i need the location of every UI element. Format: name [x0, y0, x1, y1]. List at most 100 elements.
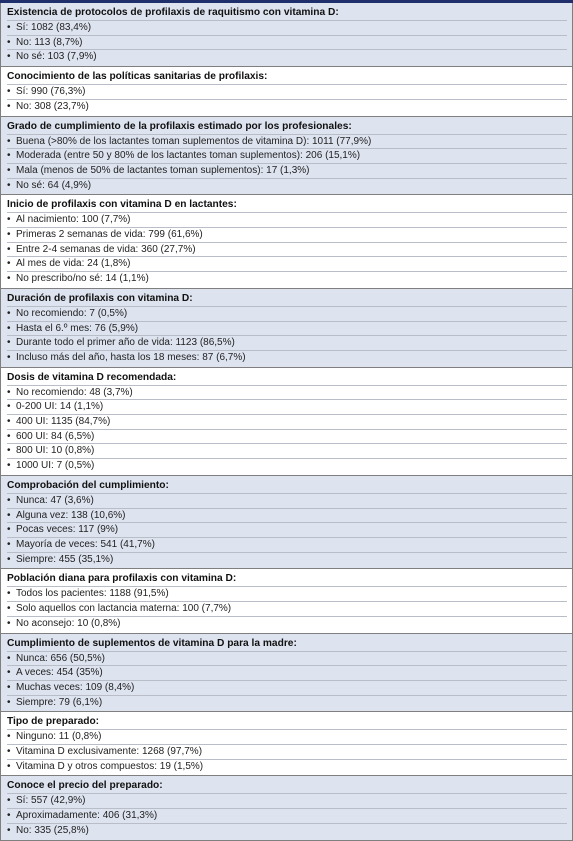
list-item: • Siempre: 79 (6,1%) — [7, 694, 567, 710]
list-item: • Vitamina D exclusivamente: 1268 (97,7%) — [7, 744, 567, 759]
list-item-text: Al mes de vida: 24 (1,8%) — [16, 258, 131, 270]
bullet-icon: • — [7, 322, 11, 334]
bullet-icon: • — [7, 229, 11, 241]
bullet-icon: • — [7, 494, 11, 506]
section-title: Conocimiento de las políticas sanitarias… — [7, 71, 268, 83]
list-item: • 1000 UI: 7 (0,5%) — [7, 458, 567, 473]
list-item-text: Ninguno: 11 (0,8%) — [16, 731, 102, 743]
bullet-icon: • — [7, 795, 11, 807]
table-top-rule — [0, 0, 573, 3]
list-item-text: No sé: 64 (4,9%) — [16, 179, 92, 191]
list-item-text: Todos los pacientes: 1188 (91,5%) — [16, 588, 169, 600]
table-section: Comprobación del cumplimiento: • Nunca: 47… — [0, 475, 573, 570]
section-title: Tipo de preparado: — [7, 716, 100, 728]
list-item: • Incluso más del año, hasta los 18 meses… — [7, 349, 567, 365]
list-item: • A veces: 454 (35%) — [7, 665, 567, 680]
table-section: Conoce el precio del preparado: • Sí: 557 … — [0, 776, 573, 841]
list-item-text: No prescribo/no sé: 14 (1,1%) — [16, 273, 149, 285]
bullet-icon: • — [7, 258, 11, 270]
list-item-text: Buena (>80% de los lactantes toman suple… — [16, 135, 372, 147]
list-item-text: No: 308 (23,7%) — [16, 100, 89, 112]
table-section: Existencia de protocolos de profilaxis d… — [0, 3, 573, 68]
table-section: Grado de cumplimiento de la profilaxis e… — [0, 116, 573, 196]
list-item: • Al nacimiento: 100 (7,7%) — [7, 212, 567, 227]
list-item: • Buena (>80% de los lactantes toman supl… — [7, 133, 567, 149]
bullet-icon: • — [7, 588, 11, 600]
list-item-text: Mayoría de veces: 541 (41,7%) — [16, 538, 155, 550]
list-item: • Alguna vez: 138 (10,6%) — [7, 507, 567, 523]
table-section: Inicio de profilaxis con vitamina D en l… — [0, 195, 573, 289]
list-item: • No recomiendo: 7 (0,5%) — [7, 305, 567, 321]
list-item-text: No sé: 103 (7,9%) — [16, 51, 97, 63]
section-title: Comprobación del cumplimiento: — [7, 479, 169, 491]
list-item-text: Al nacimiento: 100 (7,7%) — [16, 214, 131, 226]
bullet-icon: • — [7, 430, 11, 442]
list-item-text: Hasta el 6.º mes: 76 (5,9%) — [16, 322, 139, 334]
bullet-icon: • — [7, 243, 11, 255]
bullet-icon: • — [7, 179, 11, 191]
bullet-icon: • — [7, 164, 11, 176]
list-item-text: A veces: 454 (35%) — [16, 667, 103, 679]
list-item: • Nunca: 656 (50,5%) — [7, 650, 567, 666]
bullet-icon: • — [7, 524, 11, 536]
list-item: • No sé: 103 (7,9%) — [7, 49, 567, 64]
list-item: • Hasta el 6.º mes: 76 (5,9%) — [7, 320, 567, 336]
list-item: • Siempre: 455 (35,1%) — [7, 551, 567, 567]
bullet-icon: • — [7, 150, 11, 162]
bullet-icon: • — [7, 86, 11, 98]
section-title: Inicio de profilaxis con vitamina D en l… — [7, 199, 237, 211]
list-item: • No: 308 (23,7%) — [7, 98, 567, 114]
bullet-icon: • — [7, 731, 11, 743]
list-item-text: Nunca: 47 (3,6%) — [16, 494, 94, 506]
list-item-text: Aproximadamente: 406 (31,3%) — [16, 810, 158, 822]
list-item: • Mayoría de veces: 541 (41,7%) — [7, 536, 567, 552]
list-item: • No aconsejo: 10 (0,8%) — [7, 615, 567, 631]
list-item-text: No recomiendo: 7 (0,5%) — [16, 307, 128, 319]
list-item: • Durante todo el primer año de vida: 112… — [7, 335, 567, 350]
list-item-text: Durante todo el primer año de vida: 1123… — [16, 337, 235, 349]
list-item-text: Sí: 990 (76,3%) — [16, 86, 86, 98]
section-title: Conoce el precio del preparado: — [7, 780, 163, 792]
section-title: Grado de cumplimiento de la profilaxis e… — [7, 120, 352, 132]
list-item: • Nunca: 47 (3,6%) — [7, 492, 567, 508]
table-section: Conocimiento de las políticas sanitarias… — [0, 67, 573, 117]
list-item-text: No: 335 (25,8%) — [16, 824, 89, 836]
list-item: • Todos los pacientes: 1188 (91,5%) — [7, 586, 567, 601]
section-title: Existencia de protocolos de profilaxis d… — [7, 7, 339, 18]
bullet-icon: • — [7, 824, 11, 836]
bullet-icon: • — [7, 135, 11, 147]
bullet-icon: • — [7, 603, 11, 615]
bullet-icon: • — [7, 652, 11, 664]
table-section: Dosis de vitamina D recomendada: • No reco… — [0, 367, 573, 476]
list-item-text: 600 UI: 84 (6,5%) — [16, 430, 95, 442]
bullet-icon: • — [7, 386, 11, 398]
bullet-icon: • — [7, 100, 11, 112]
list-item-text: Vitamina D exclusivamente: 1268 (97,7%) — [16, 746, 203, 758]
bullet-icon: • — [7, 307, 11, 319]
list-item-text: No aconsejo: 10 (0,8%) — [16, 617, 121, 629]
list-item-text: Siempre: 79 (6,1%) — [16, 696, 103, 708]
list-item-text: Nunca: 656 (50,5%) — [16, 652, 105, 664]
bullet-icon: • — [7, 696, 11, 708]
bullet-icon: • — [7, 460, 11, 472]
section-title: Población diana para profilaxis con vita… — [7, 573, 237, 585]
bullet-icon: • — [7, 810, 11, 822]
list-item-text: Alguna vez: 138 (10,6%) — [16, 509, 126, 521]
list-item: • No: 113 (8,7%) — [7, 34, 567, 50]
list-item-text: 800 UI: 10 (0,8%) — [16, 445, 95, 457]
list-item: • Mala (menos de 50% de lactantes toman s… — [7, 162, 567, 178]
list-item-text: Solo aquellos con lactancia materna: 100… — [16, 603, 232, 615]
list-item-text: Incluso más del año, hasta los 18 meses:… — [16, 351, 246, 363]
list-item: • Sí: 990 (76,3%) — [7, 84, 567, 99]
bullet-icon: • — [7, 553, 11, 565]
bullet-icon: • — [7, 337, 11, 349]
list-item-text: Mala (menos de 50% de lactantes toman su… — [16, 164, 310, 176]
list-item-text: Pocas veces: 117 (9%) — [16, 524, 119, 536]
table-section: Población diana para profilaxis con vita… — [0, 569, 573, 634]
bullet-icon: • — [7, 416, 11, 428]
bullet-icon: • — [7, 681, 11, 693]
list-item-text: 400 UI: 1135 (84,7%) — [16, 416, 111, 428]
list-item: • No prescribo/no sé: 14 (1,1%) — [7, 271, 567, 286]
bullet-icon: • — [7, 538, 11, 550]
